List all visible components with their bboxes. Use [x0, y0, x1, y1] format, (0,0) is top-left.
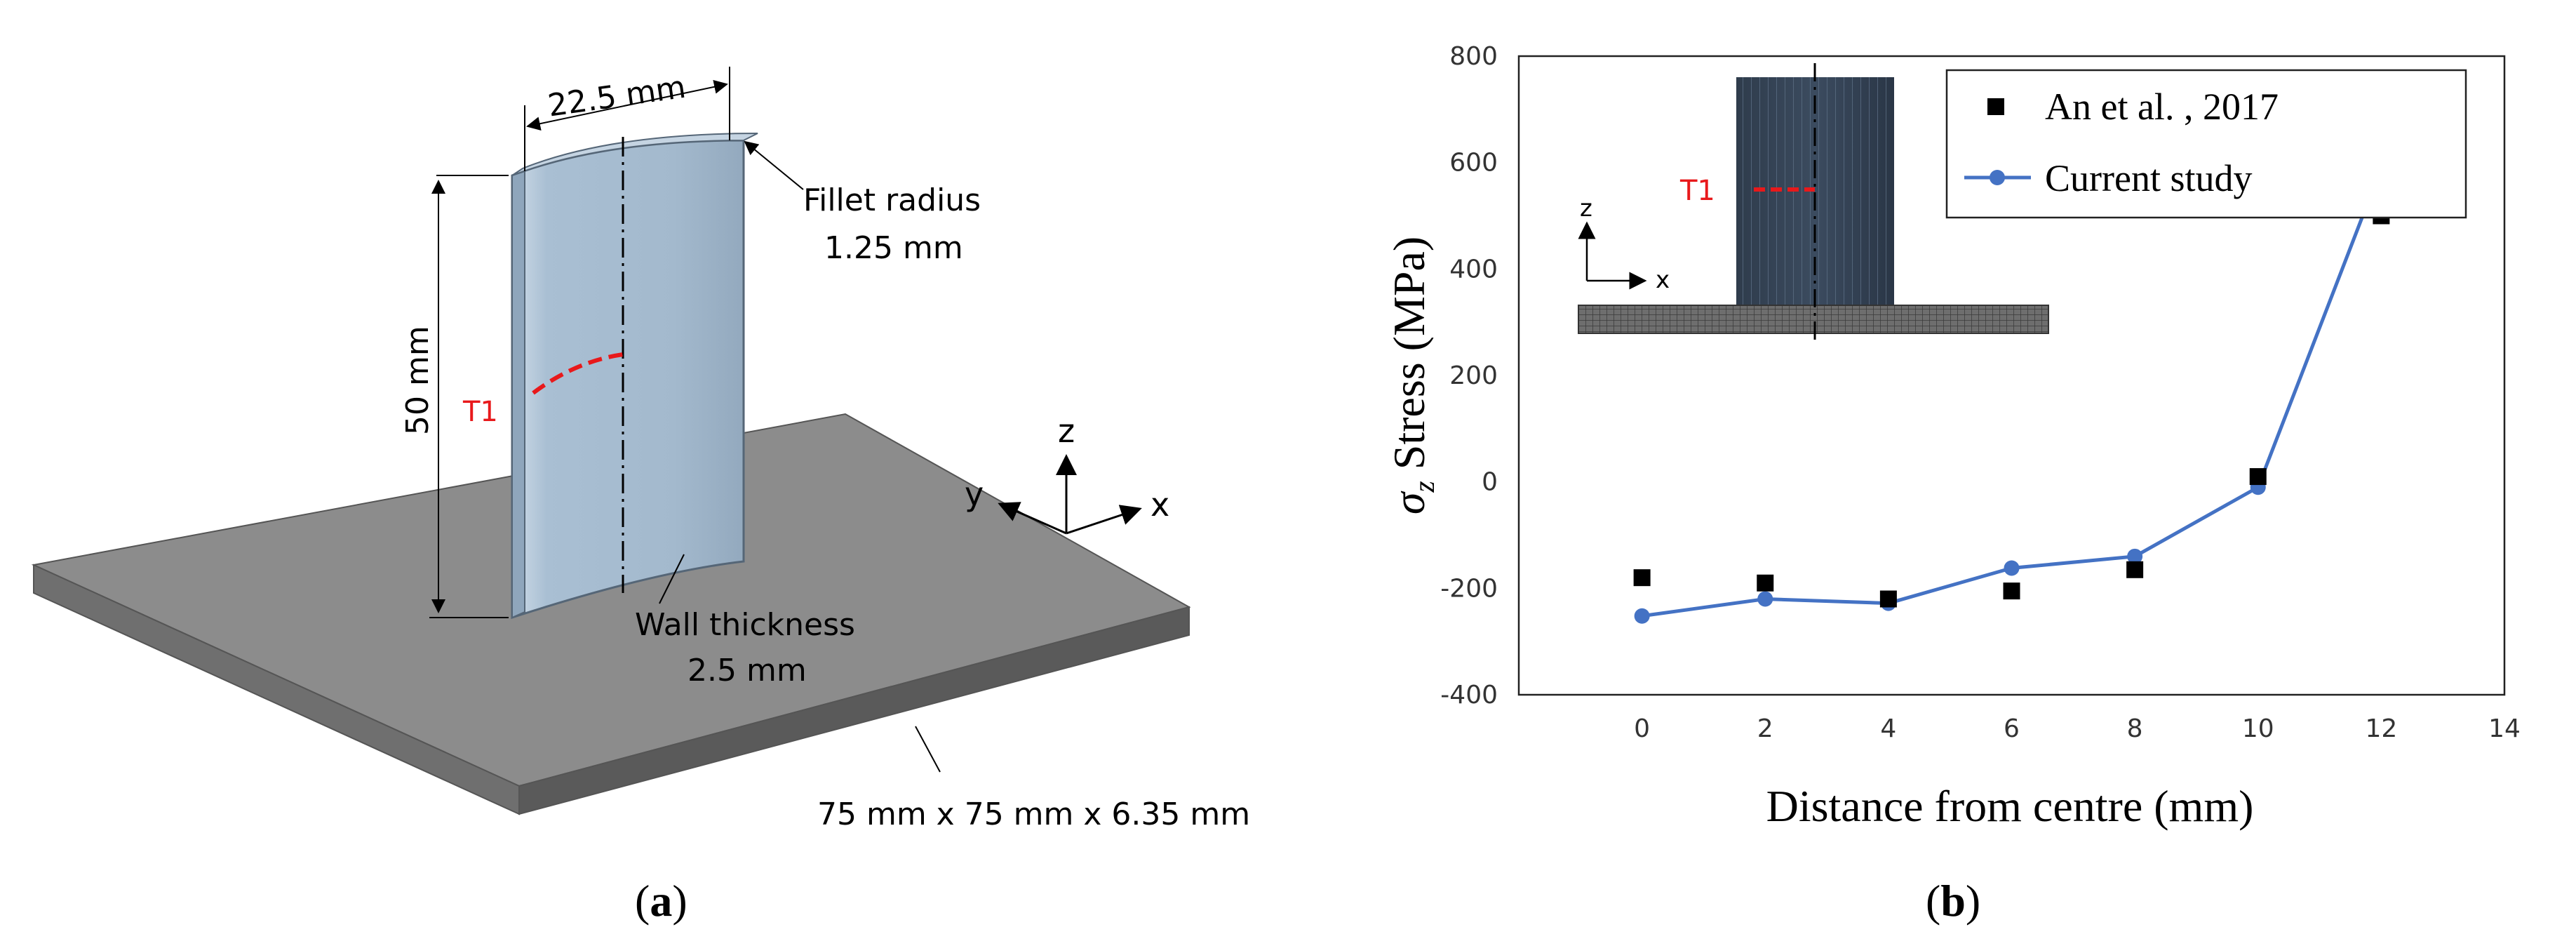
current-study-point	[1634, 608, 1650, 624]
wall-left-edge	[511, 170, 525, 619]
height-dim-label: 50 mm	[400, 326, 436, 435]
triad-y-label: y	[965, 475, 984, 513]
current-study-point	[1757, 591, 1773, 607]
x-tick-labels: 0 2 4 6 8 10 12 14	[1634, 714, 2521, 743]
wall-top-edge	[511, 133, 758, 176]
plate-dims-label: 75 mm x 75 mm x 6.35 mm	[817, 797, 1250, 832]
panel-a-geometry: T1 22.5 mm 50 mm Fillet radius 1.25 mm W…	[31, 67, 1250, 832]
an-et-al-point	[2126, 561, 2144, 578]
caption-b: (b)	[1926, 876, 1980, 926]
an-et-al-point	[2249, 468, 2267, 486]
inset-model: T1 z x	[1578, 63, 2049, 342]
y-tick-label: -200	[1440, 574, 1498, 603]
stress-chart: -400 -200 0 200 400 600 800 0 2 4 6 8 10 12 14 T1 z x…	[1384, 42, 2521, 831]
an-et-al-point	[1633, 569, 1651, 587]
inset-path-t1-label: T1	[1679, 175, 1715, 207]
y-axis-text: Stress (MPa)	[1384, 236, 1434, 469]
inset-plate	[1578, 305, 2049, 334]
inset-x-label: x	[1656, 266, 1670, 294]
current-study-point	[2127, 548, 2143, 564]
x-tick-label: 2	[1757, 714, 1773, 743]
y-tick-label: 800	[1449, 42, 1498, 71]
wall-thickness-leader	[659, 554, 685, 604]
triad-y-axis	[998, 502, 1067, 535]
legend-marker-squares	[1987, 98, 2004, 115]
an-et-al-point	[1879, 590, 1897, 608]
x-tick-label: 4	[1880, 714, 1896, 743]
legend: An et al. , 2017 Current study	[1945, 69, 2467, 219]
fillet-label-2: 1.25 mm	[824, 230, 963, 266]
plate-leader	[915, 726, 941, 773]
legend-marker-circle	[1990, 170, 2005, 185]
y-tick-label: 400	[1449, 255, 1498, 284]
current-study-point	[2004, 560, 2020, 576]
legend-box	[1945, 69, 2467, 219]
wall-thickness-label-1: Wall thickness	[635, 607, 855, 643]
x-tick-label: 8	[2127, 714, 2143, 743]
y-tick-label: -400	[1440, 681, 1498, 710]
x-tick-label: 10	[2242, 714, 2274, 743]
an-et-al-point	[1757, 574, 1774, 592]
an-et-al-point	[2003, 582, 2020, 600]
x-tick-label: 0	[1634, 714, 1650, 743]
triad-x-axis	[1066, 505, 1142, 535]
triad-x-label: x	[1151, 486, 1169, 524]
x-tick-label: 6	[2004, 714, 2020, 743]
legend-label-an-et-al: An et al. , 2017	[2045, 86, 2279, 128]
triad-z-label: z	[1058, 412, 1075, 450]
width-dim-label: 22.5 mm	[546, 69, 688, 124]
width-dim-line	[526, 79, 728, 131]
inset-z-label: z	[1580, 194, 1592, 222]
path-t1-label: T1	[462, 396, 498, 428]
y-axis-symbol: σ	[1384, 491, 1434, 514]
y-tick-label: 200	[1449, 361, 1498, 390]
x-tick-label: 14	[2488, 714, 2521, 743]
svg-text:σz Stress (MPa): σz Stress (MPa)	[1384, 236, 1441, 514]
y-tick-labels: -400 -200 0 200 400 600 800	[1440, 42, 1498, 710]
legend-label-current: Current study	[2045, 157, 2252, 199]
fillet-label-1: Fillet radius	[803, 182, 981, 218]
y-axis-subscript: z	[1409, 481, 1441, 493]
x-tick-label: 12	[2365, 714, 2397, 743]
wall-thickness-label-2: 2.5 mm	[687, 653, 807, 688]
path-t1-curve	[532, 352, 624, 395]
y-tick-label: 0	[1482, 468, 1498, 497]
y-axis-label: σz Stress (MPa)	[1384, 236, 1441, 514]
plate-right-face	[518, 606, 1190, 815]
x-axis-label: Distance from centre (mm)	[1766, 781, 2254, 831]
caption-a: (a)	[635, 876, 687, 926]
y-tick-label: 600	[1449, 149, 1498, 178]
plot-frame	[1517, 55, 2506, 696]
curved-wall	[511, 139, 745, 620]
fillet-leader	[744, 140, 804, 190]
